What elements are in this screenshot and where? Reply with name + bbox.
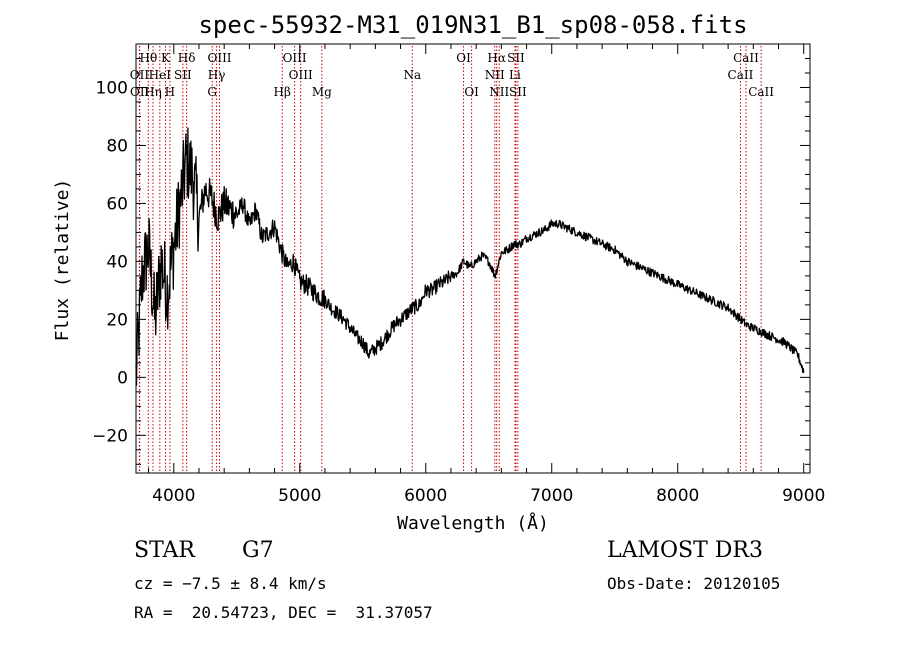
line-marker-label: Hβ xyxy=(274,85,291,99)
line-marker-label: H xyxy=(165,85,175,99)
y-tick-label: 0 xyxy=(117,368,128,388)
line-marker-label: OII xyxy=(130,85,150,99)
line-marker-label: CaII xyxy=(748,85,774,99)
line-marker-label: SII xyxy=(507,51,525,65)
line-marker-label: OI xyxy=(464,85,479,99)
star-subclass: G7 xyxy=(242,538,274,563)
x-axis-label: Wavelength (Å) xyxy=(397,512,549,534)
x-tick-label: 5000 xyxy=(278,486,321,506)
y-axis-label: Flux (relative) xyxy=(52,179,73,342)
line-marker-label: Li xyxy=(509,68,521,82)
line-marker-label: OI xyxy=(456,51,471,65)
line-marker-label: OII xyxy=(130,68,150,82)
line-marker-label: OIII xyxy=(289,68,313,82)
y-tick-label: −20 xyxy=(92,426,128,446)
y-tick-label: 100 xyxy=(96,78,128,98)
line-marker-label: CaII xyxy=(733,51,759,65)
coordinates-text: RA = 20.54723, DEC = 31.37057 xyxy=(134,603,433,622)
spectral-line-markers xyxy=(138,46,762,473)
line-marker-label: Hθ xyxy=(139,51,157,65)
x-tick-label: 6000 xyxy=(404,486,447,506)
spectrum-line xyxy=(135,127,805,386)
line-marker-label: NII xyxy=(489,85,509,99)
y-tick-label: 20 xyxy=(106,310,128,330)
star-class: STAR xyxy=(134,538,195,563)
chart-title: spec-55932-M31_019N31_B1_sp08-058.fits xyxy=(198,11,747,39)
line-marker-label: SII xyxy=(509,85,527,99)
line-marker-label: Hδ xyxy=(178,51,196,65)
line-marker-label: Mg xyxy=(312,85,332,99)
line-marker-label: NII xyxy=(485,68,505,82)
x-tick-label: 8000 xyxy=(656,486,699,506)
line-marker-label: HeI xyxy=(149,68,172,82)
plot-frame xyxy=(135,43,811,474)
line-marker-label: Hη xyxy=(144,85,162,99)
axis-ticks: 4000 5000 6000 7000 8000 9000 −20 0 20 40 60 80 100 xyxy=(92,44,825,506)
line-marker-label: K xyxy=(161,51,171,65)
line-marker-label: Hα xyxy=(487,51,506,65)
line-marker-label: OIII xyxy=(207,51,231,65)
x-tick-label: 4000 xyxy=(152,486,195,506)
survey-label: LAMOST DR3 xyxy=(607,538,763,563)
line-marker-label: OIII xyxy=(283,51,307,65)
x-tick-label: 7000 xyxy=(530,486,573,506)
y-tick-label: 60 xyxy=(106,194,128,214)
y-tick-label: 80 xyxy=(106,136,128,156)
redshift-text: cz = −7.5 ± 8.4 km/s xyxy=(134,574,327,593)
x-tick-label: 9000 xyxy=(782,486,825,506)
obs-date: Obs-Date: 20120105 xyxy=(607,574,781,593)
y-tick-label: 40 xyxy=(106,252,128,272)
line-marker-label: CaII xyxy=(728,68,754,82)
line-marker-label: Na xyxy=(403,68,421,82)
line-marker-label: Hγ xyxy=(208,68,226,82)
line-marker-label: G xyxy=(207,85,217,99)
line-marker-label: SII xyxy=(174,68,192,82)
